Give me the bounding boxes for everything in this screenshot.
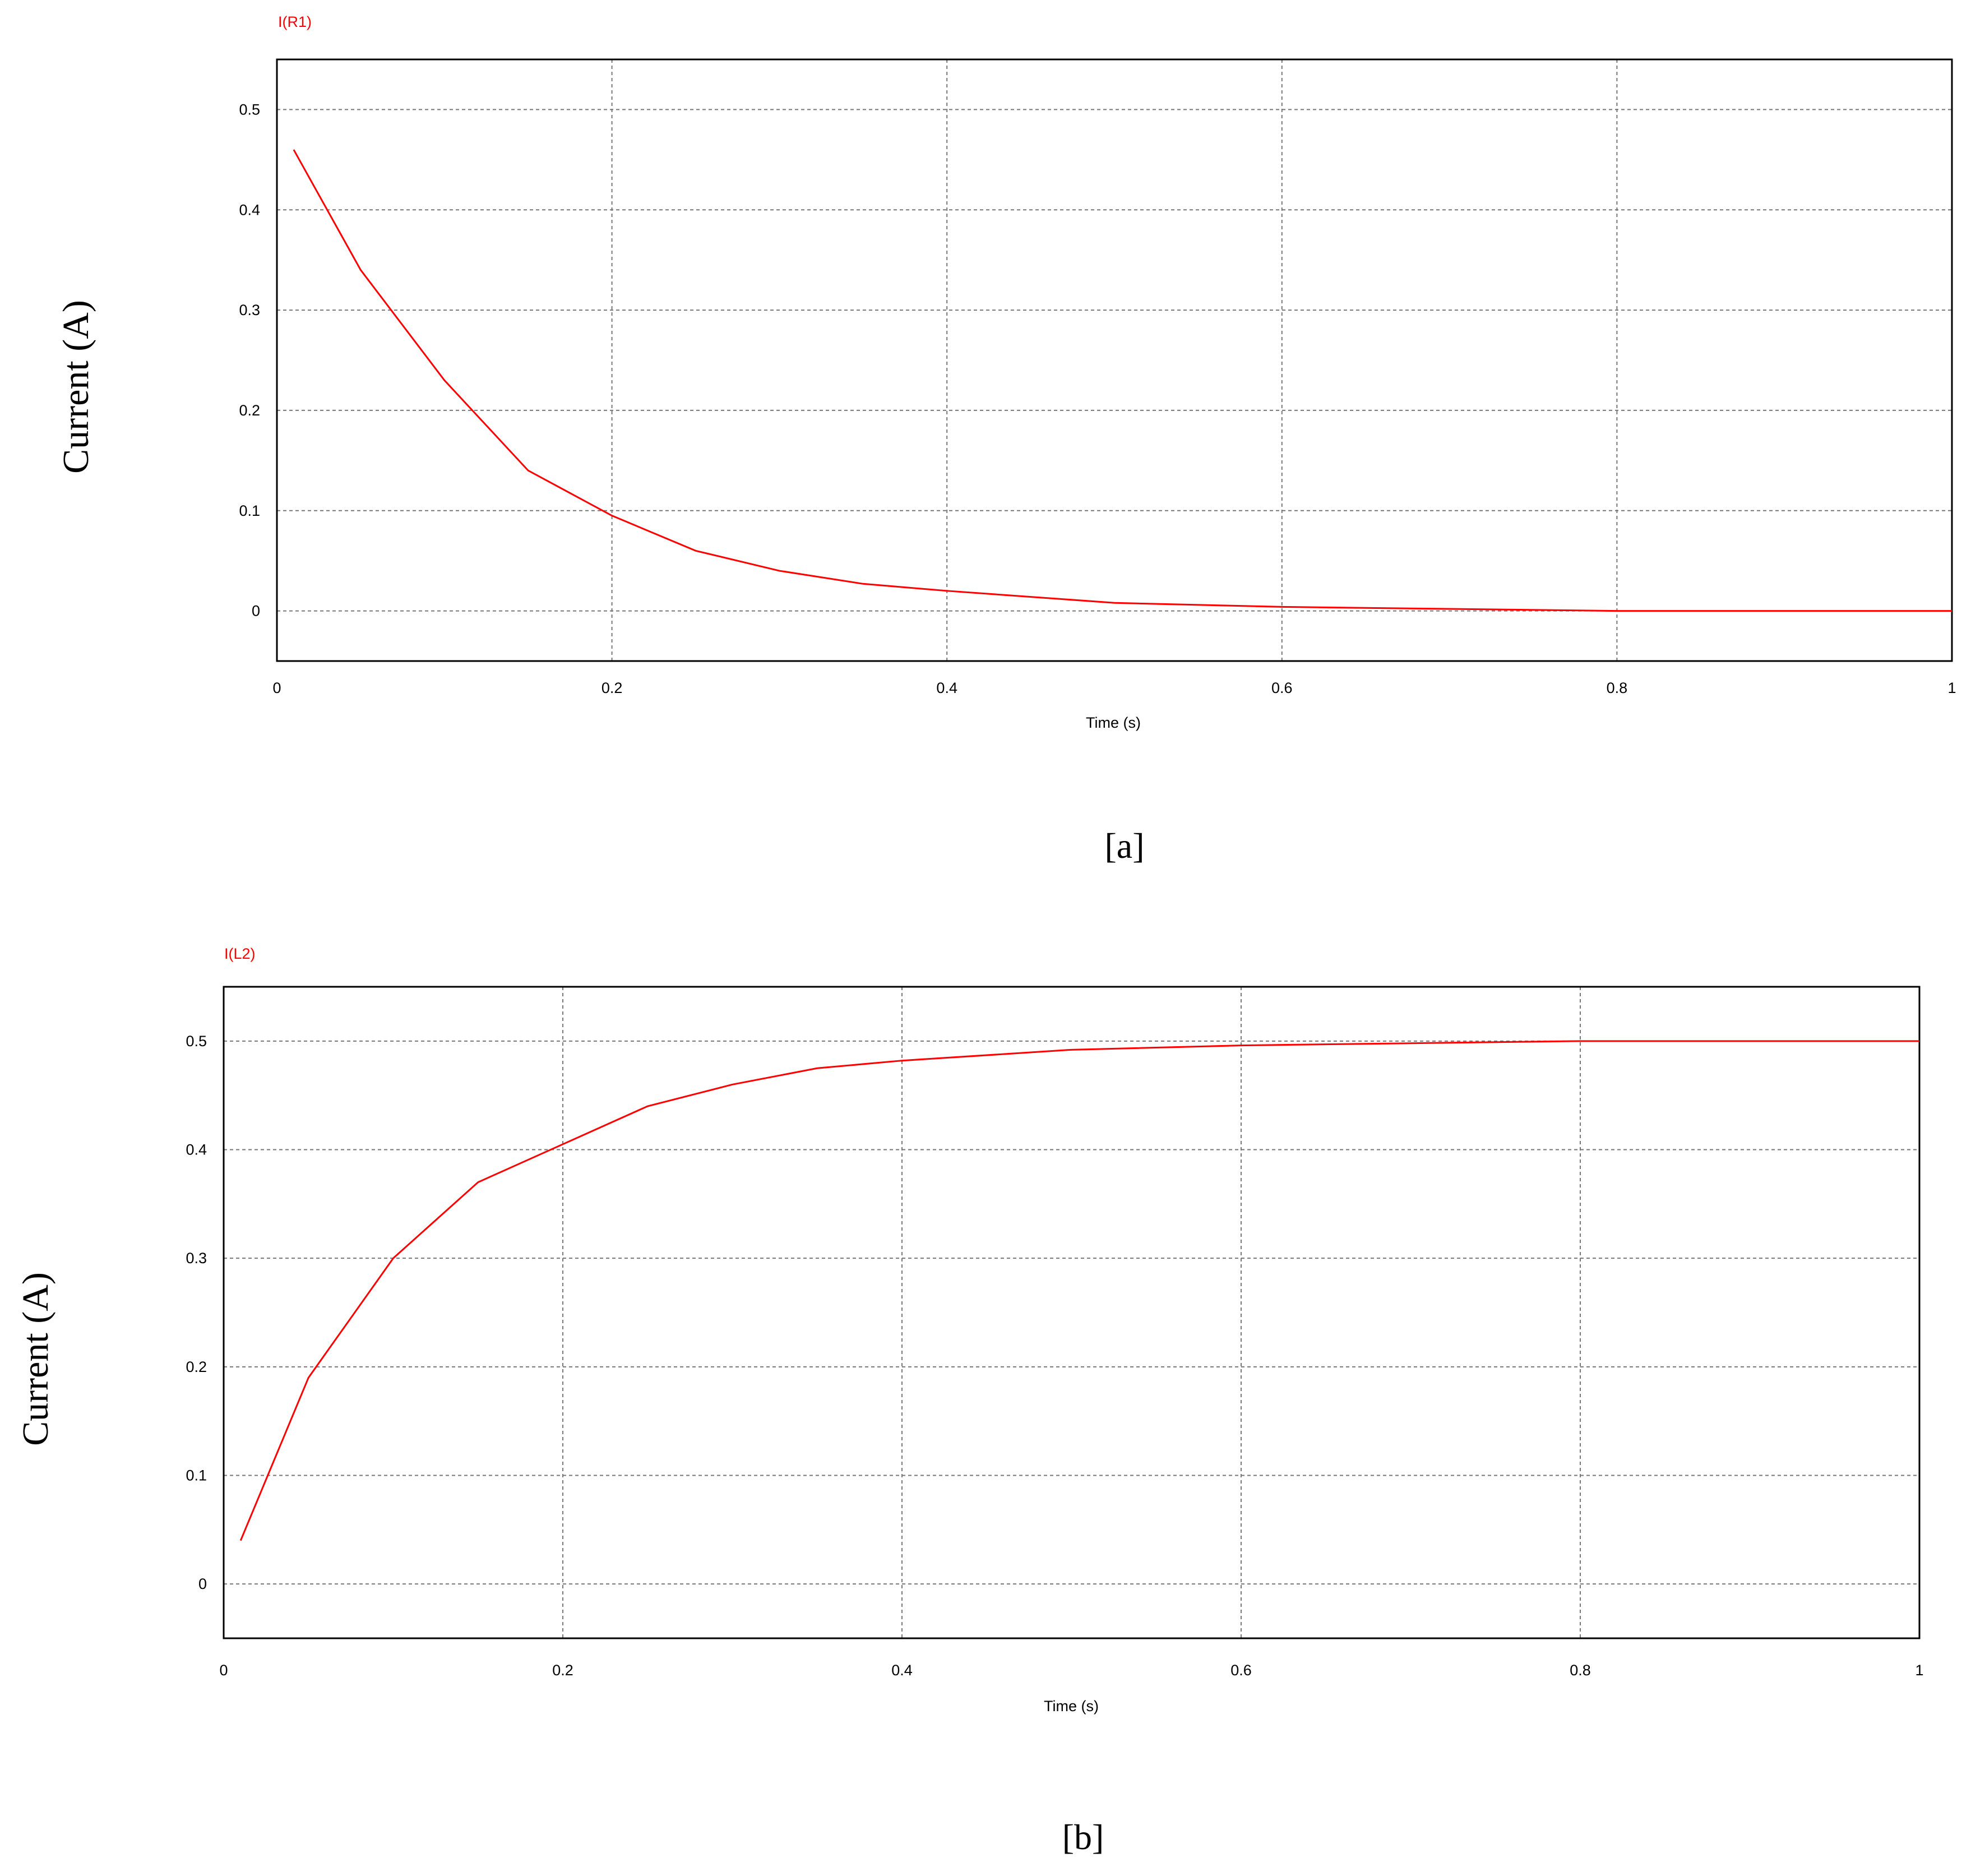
- y-axis-label: Current (A): [15, 1272, 56, 1446]
- legend-label: I(L2): [224, 945, 256, 962]
- plot-frame: [223, 986, 1921, 1639]
- x-tick-label: 0.4: [936, 680, 957, 696]
- y-tick-label: 0.5: [186, 1033, 207, 1050]
- x-tick-label: 1: [1915, 1662, 1923, 1679]
- y-tick-label: 0.3: [239, 302, 260, 318]
- y-tick-label: 0.2: [239, 402, 260, 419]
- y-tick-label: 0.2: [186, 1359, 207, 1375]
- data-line: [293, 149, 1952, 612]
- x-tick-label: 0: [219, 1662, 228, 1679]
- x-axis-label: Time (s): [1044, 1698, 1099, 1715]
- x-tick-label: 0.6: [1230, 1662, 1252, 1679]
- caption: [b]: [1062, 1817, 1104, 1857]
- y-tick-label: 0.4: [239, 201, 260, 218]
- y-tick-label: 0: [198, 1575, 207, 1592]
- data-line: [239, 1040, 1919, 1541]
- x-tick-label: 0.2: [602, 680, 623, 696]
- x-tick-label: 0: [272, 680, 281, 696]
- y-tick-label: 0.3: [186, 1250, 207, 1267]
- y-axis-label: Current (A): [55, 300, 96, 474]
- x-axis-label: Time (s): [1086, 714, 1141, 731]
- y-tick-label: 0.4: [186, 1142, 207, 1158]
- y-tick-label: 0.5: [239, 101, 260, 118]
- x-tick-label: 0.8: [1570, 1662, 1591, 1679]
- y-tick-label: 0.1: [186, 1467, 207, 1484]
- x-tick-label: 1: [1947, 680, 1956, 696]
- x-tick-label: 0.2: [552, 1662, 573, 1679]
- x-tick-label: 0.4: [891, 1662, 913, 1679]
- caption: [a]: [1104, 826, 1144, 866]
- x-tick-label: 0.8: [1607, 680, 1628, 696]
- legend-label: I(R1): [278, 13, 312, 30]
- x-tick-label: 0.6: [1271, 680, 1293, 696]
- plot-frame: [276, 58, 1953, 662]
- y-tick-label: 0.1: [239, 502, 260, 519]
- y-tick-label: 0: [252, 603, 260, 620]
